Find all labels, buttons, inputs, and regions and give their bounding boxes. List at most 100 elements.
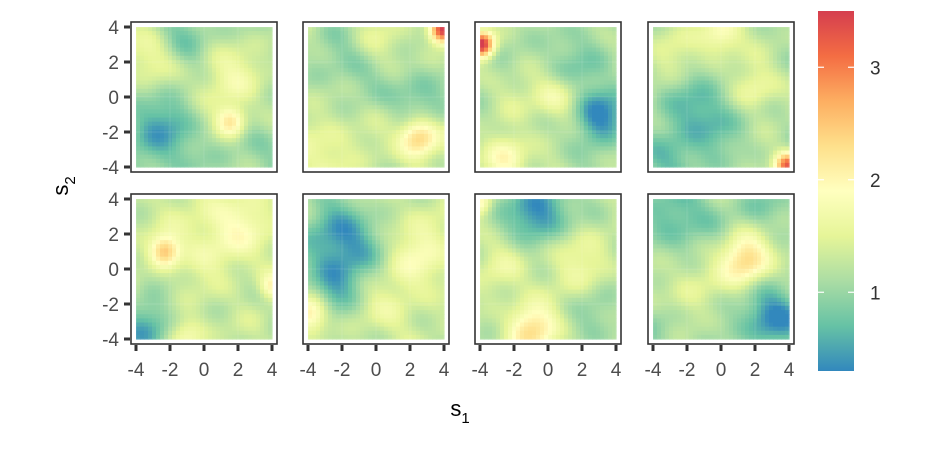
heatmap-cell (212, 142, 217, 148)
heatmap-cell (512, 80, 517, 86)
heatmap-cell (164, 199, 169, 204)
heatmap-cell (268, 203, 273, 208)
heatmap-cell (348, 84, 353, 90)
heatmap-cell (584, 27, 589, 32)
heatmap-cell (560, 88, 565, 94)
heatmap-cell (400, 142, 405, 148)
heatmap-cell (400, 51, 405, 57)
heatmap-cell (364, 134, 369, 139)
heatmap-cell (208, 162, 213, 168)
heatmap-cell (568, 43, 573, 49)
heatmap-cell (380, 72, 385, 78)
heatmap-cell (693, 76, 698, 82)
heatmap-cell (488, 138, 493, 143)
heatmap-cell (713, 129, 718, 135)
heatmap-cell (544, 59, 549, 65)
heatmap-cell (757, 138, 762, 143)
heatmap-cell (560, 47, 565, 53)
heatmap-cell (729, 125, 734, 131)
heatmap-cell (500, 51, 505, 57)
heatmap-cell (348, 97, 353, 102)
heatmap-cell (244, 105, 249, 110)
heatmap-cell (360, 80, 365, 86)
heatmap-cell (665, 68, 670, 73)
heatmap-cell (661, 109, 666, 115)
heatmap-cell (733, 27, 738, 32)
heatmap-cell (757, 76, 762, 82)
heatmap-cell (769, 105, 774, 110)
heatmap-cell (216, 146, 221, 152)
heatmap-cell (324, 51, 329, 57)
heatmap-cell (428, 113, 433, 119)
heatmap-cell (248, 84, 253, 90)
heatmap-cell (488, 47, 493, 53)
heatmap-cell (228, 35, 233, 40)
heatmap-cell (328, 68, 333, 73)
heatmap-cell (540, 88, 545, 94)
heatmap-cell (412, 134, 417, 139)
heatmap-cell (516, 117, 521, 123)
heatmap-cell (268, 27, 273, 32)
heatmap-cell (248, 109, 253, 115)
heatmap-cell (769, 51, 774, 57)
heatmap-cell (532, 47, 537, 53)
heatmap-cell (524, 72, 529, 78)
heatmap-cell (440, 158, 445, 164)
heatmap-cell (348, 27, 353, 32)
heatmap-cell (608, 146, 613, 152)
heatmap-cell (164, 121, 169, 127)
heatmap-cell (348, 101, 353, 106)
heatmap-cell (480, 158, 485, 164)
heatmap-cell (240, 51, 245, 57)
heatmap-cell (352, 117, 357, 123)
heatmap-cell (400, 113, 405, 119)
heatmap-cell (260, 199, 265, 204)
heatmap-cell (653, 150, 658, 156)
heatmap-cell (685, 97, 690, 102)
heatmap-cell (400, 80, 405, 86)
heatmap-cell (188, 97, 193, 102)
heatmap-cell (208, 207, 213, 212)
heatmap-cell (220, 231, 225, 237)
heatmap-cell (689, 43, 694, 49)
heatmap-cell (160, 142, 165, 148)
heatmap-cell (588, 43, 593, 49)
heatmap-cell (136, 35, 141, 40)
heatmap-cell (685, 27, 690, 32)
heatmap-cell (500, 55, 505, 61)
heatmap-cell (480, 162, 485, 168)
heatmap-cell (508, 138, 513, 143)
heatmap-cell (781, 80, 786, 86)
heatmap-cell (440, 47, 445, 53)
heatmap-cell (356, 59, 361, 65)
heatmap-cell (709, 55, 714, 61)
heatmap-cell (176, 76, 181, 82)
heatmap-cell (725, 68, 730, 73)
heatmap-cell (781, 162, 786, 168)
heatmap-cell (316, 125, 321, 131)
heatmap-cell (604, 84, 609, 90)
heatmap-cell (316, 76, 321, 82)
heatmap-cell (496, 51, 501, 57)
heatmap-cell (404, 105, 409, 110)
heatmap-cell (164, 92, 169, 98)
heatmap-cell (144, 219, 149, 225)
heatmap-cell (713, 158, 718, 164)
heatmap-cell (681, 154, 686, 160)
heatmap-cell (548, 146, 553, 152)
heatmap-cell (268, 43, 273, 49)
heatmap-cell (312, 142, 317, 148)
heatmap-cell (753, 158, 758, 164)
heatmap-cell (268, 158, 273, 164)
heatmap-cell (653, 142, 658, 148)
heatmap-cell (256, 109, 261, 115)
heatmap-cell (308, 134, 313, 139)
heatmap-cell (136, 31, 141, 36)
heatmap-cell (492, 146, 497, 152)
heatmap-cell (733, 125, 738, 131)
heatmap-cell (332, 59, 337, 65)
heatmap-cell (540, 129, 545, 135)
heatmap-cell (220, 76, 225, 82)
heatmap-cell (392, 150, 397, 156)
heatmap-cell (344, 59, 349, 65)
